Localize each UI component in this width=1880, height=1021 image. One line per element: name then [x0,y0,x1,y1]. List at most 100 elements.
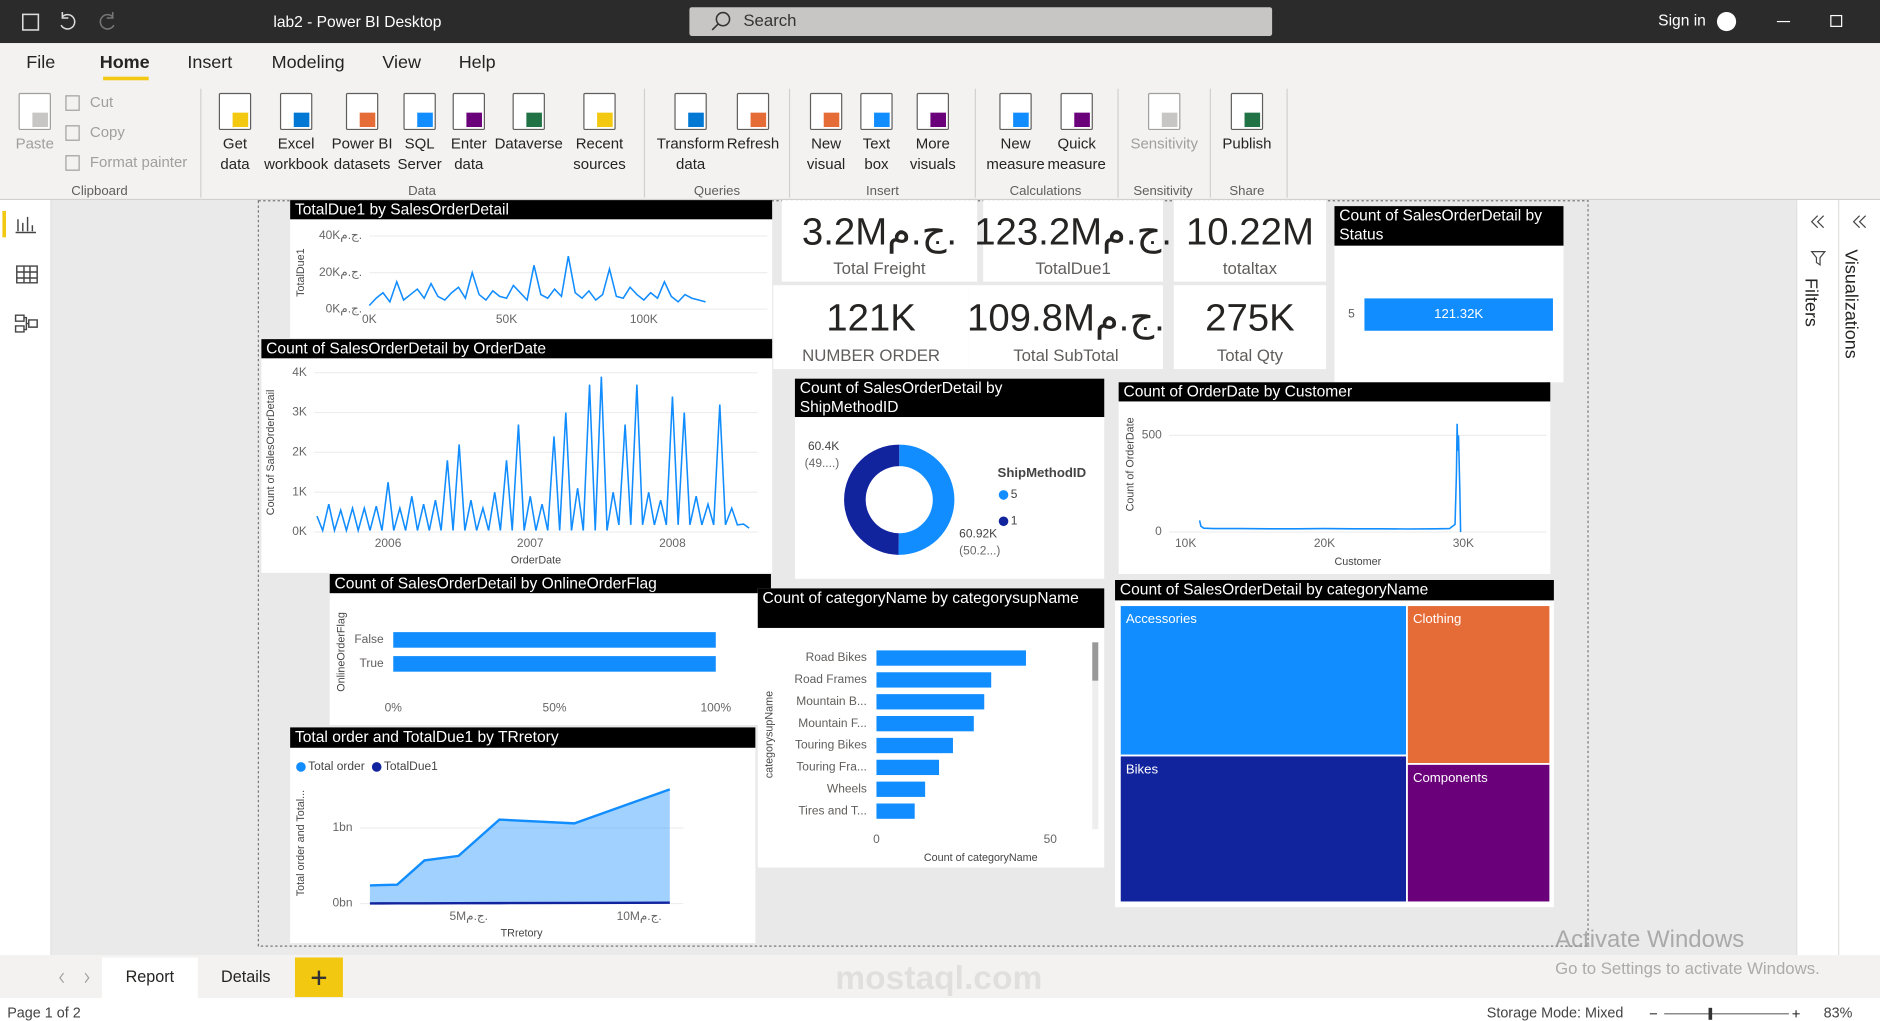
card-value: 275K [1205,297,1295,340]
visualizations-pane-label[interactable]: Visualizations [1841,249,1861,359]
tab-scroll-arrows[interactable] [59,972,90,984]
menu-tab[interactable]: Modeling [272,52,345,72]
card-label: Total Qty [1217,346,1284,365]
line [368,256,706,307]
legend-label: 5 [1011,487,1018,501]
visual-title: Count of SalesOrderDetail by OrderDate [266,339,547,358]
page-tab[interactable]: Report [126,968,175,986]
y-tick-label: 0 [1155,524,1162,538]
filter-icon [1810,251,1827,266]
data-label: 60.92K [959,527,997,541]
menu-tab[interactable]: Insert [187,52,232,72]
ribbon-button[interactable]: Text box [862,135,891,173]
ribbon-button[interactable]: Recent sources [573,135,626,173]
search-box[interactable] [689,7,1273,36]
visual-title-box: Count of SalesOrderDetail by ShipMethodI… [799,378,1003,416]
ribbon-icon-accent [1244,112,1261,128]
data-label-percent: (49....) [805,456,840,470]
scrollbar [1092,642,1099,830]
filters-collapse[interactable] [1810,215,1825,229]
ribbon-button-box: Power BI datasets [331,135,393,173]
sign-in[interactable]: Sign in [1658,13,1706,30]
bar [876,737,953,754]
visual [1118,382,1551,575]
legend-label: 1 [1011,513,1018,527]
zoom-buttons[interactable] [1649,1010,1800,1018]
ribbon-button[interactable]: Get data [220,135,250,173]
filters-pane-label[interactable]: Filters [1802,278,1822,327]
x-tick-label: 0K [362,312,377,326]
ribbon-icon-accent [750,112,767,128]
ribbon-button[interactable]: New measure [986,135,1045,173]
card [1173,200,1327,282]
scrollbar-thumb[interactable] [1092,642,1099,681]
menu-tab[interactable]: Home [100,52,150,72]
bar [876,716,974,732]
bar [393,632,716,648]
x-tick-label: 20K [1314,536,1335,550]
undo-icon[interactable] [60,11,76,30]
ribbon-button[interactable]: Quick measure [1047,135,1106,173]
ribbon-icon-accent [874,112,890,128]
model-view-icon[interactable] [14,314,38,333]
ribbon-button[interactable]: Refresh [726,135,780,153]
left-nav [0,200,51,956]
ribbon-icon-accent [930,112,946,128]
ribbon-button[interactable]: Paste [15,135,54,153]
ribbon-icon-accent [597,112,613,128]
menu-tab[interactable]: View [382,52,422,72]
y-axis-title: OnlineOrderFlag [336,612,348,692]
active-page-tab[interactable] [101,957,198,999]
card-label: TotalDue1 [1035,259,1111,278]
ribbon-button[interactable]: Enter data [450,135,487,173]
ribbon-button[interactable]: Excel workbook [264,135,329,173]
x-axis-title: Customer [1335,556,1382,568]
visual-title: Count of categoryName by categorysupName [762,588,1079,607]
x-tick-label: 10Mج.م. [617,909,662,923]
bar [1364,298,1553,331]
visualizations-collapse[interactable] [1852,215,1867,229]
visual-title: Count of SalesOrderDetail by Status [1339,206,1543,244]
menu-tab[interactable]: File [26,52,55,72]
ribbon-button[interactable]: Copy [90,124,125,141]
visual-title: TotalDue1 by SalesOrderDetail [294,200,509,219]
y-tick-label: 2K [292,445,307,459]
ribbon-button[interactable]: New visual [806,135,846,173]
report-view-icon[interactable] [15,216,36,234]
card [1173,285,1327,370]
ribbon-button[interactable]: Sensitivity [1130,135,1198,153]
visual-title: Count of SalesOrderDetail by ShipMethodI… [799,378,1003,416]
y-axis-title: TotalDue1 [295,248,307,296]
search-icon-handle [711,23,719,31]
save-icon[interactable] [22,13,40,31]
ribbon-button[interactable]: Power BI datasets [331,135,393,173]
ribbon-button[interactable]: More visuals [909,135,956,173]
area-line [369,901,670,905]
visual [290,727,756,944]
ribbon-button[interactable]: Dataverse [494,135,563,153]
menu-tab[interactable]: Help [459,52,496,72]
visual-title-box: Total order and TotalDue1 by TRretory [295,727,559,745]
window-title: lab2 - Power BI Desktop [273,14,441,31]
ribbon-button[interactable]: Publish [1222,135,1272,153]
data-view-icon[interactable] [16,265,38,284]
ribbon-button[interactable]: Transform data [656,135,725,173]
card-label: totaltax [1223,259,1278,278]
ribbon-button[interactable]: Format painter [90,154,187,171]
plus-icon [311,970,327,986]
x-tick-label: 5Mج.م. [450,909,488,923]
ribbon-button[interactable]: SQL Server [397,135,442,173]
restore-button[interactable] [1830,14,1843,27]
zoom-thumb[interactable] [1708,1007,1713,1020]
page-tab[interactable]: Details [221,968,270,986]
ribbon-button[interactable]: Cut [90,94,114,111]
ribbon-icon-accent [293,112,310,128]
ribbon-icon-accent [32,112,48,128]
account-avatar[interactable] [1716,11,1737,32]
x-axis-title: OrderDate [511,555,561,567]
visual-title-box: Count of SalesOrderDetail by OrderDate [266,339,547,358]
ribbon-button-box: Enter data [450,135,487,173]
category-label: Touring Fra... [796,760,867,774]
y-tick-label: 4K [292,365,307,379]
ribbon-button-box: More visuals [909,135,956,173]
